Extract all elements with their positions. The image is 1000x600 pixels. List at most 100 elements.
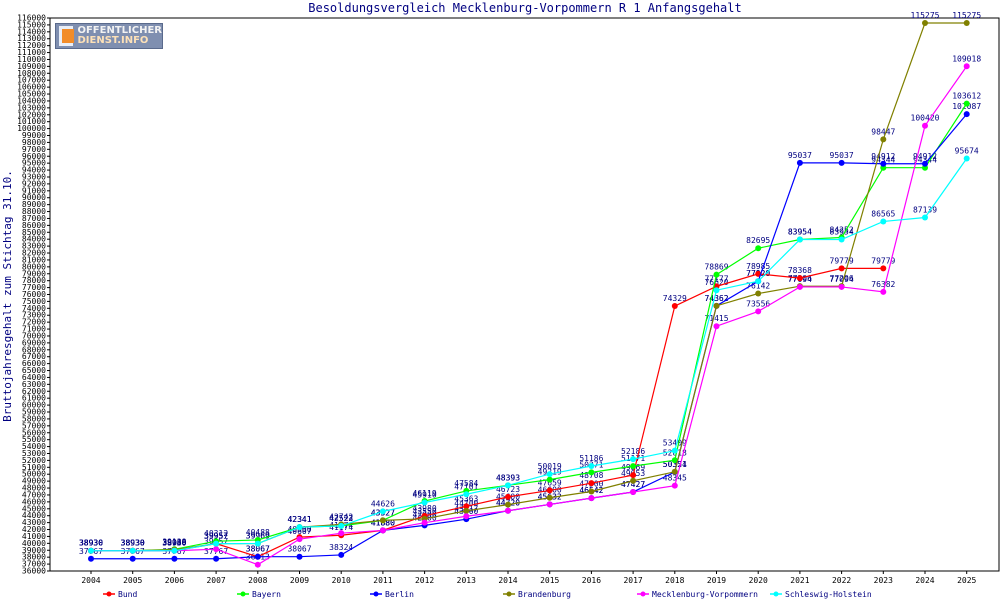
data-point (713, 271, 720, 278)
data-point (379, 508, 386, 515)
y-tick-label: 49000 (22, 477, 46, 486)
data-label: 43980 (413, 504, 437, 513)
data-label: 71415 (704, 314, 728, 323)
legend: Bund Bayern Berlin Brandenburg Mecklenburg-V… (103, 590, 872, 599)
x-tick-label: 2016 (582, 576, 601, 585)
data-point (963, 63, 970, 70)
data-label: 83954 (830, 228, 854, 237)
data-label: 38930 (121, 539, 145, 548)
data-point (880, 265, 887, 272)
y-tick-label: 85000 (22, 228, 46, 237)
y-tick-label: 89000 (22, 200, 46, 209)
data-point (546, 487, 553, 494)
legend-swatch-point (106, 591, 112, 597)
data-point (254, 561, 261, 568)
data-point (671, 457, 678, 464)
y-tick-label: 78000 (22, 276, 46, 285)
data-label: 38930 (121, 539, 145, 548)
data-label: 102087 (952, 102, 981, 111)
data-label: 98447 (871, 127, 895, 136)
data-point (755, 245, 762, 252)
legend-label: Brandenburg (518, 590, 571, 599)
data-point (421, 499, 428, 506)
data-label: 39969 (246, 532, 270, 541)
data-point (463, 503, 470, 510)
y-tick-label: 40000 (22, 539, 46, 548)
data-label: 50324 (663, 460, 687, 469)
y-tick-label: 101000 (17, 117, 46, 126)
data-label: 38930 (121, 539, 145, 548)
data-point (463, 507, 470, 514)
y-tick-label: 80000 (22, 262, 46, 271)
x-tick-label: 2012 (415, 576, 434, 585)
data-label: 38067 (287, 545, 311, 554)
data-label: 44626 (371, 499, 395, 508)
y-tick-label: 36000 (22, 567, 46, 576)
data-point (880, 136, 887, 143)
y-tick-label: 87000 (22, 214, 46, 223)
data-label: 38067 (246, 545, 270, 554)
data-point (755, 278, 762, 285)
y-tick-label: 104000 (17, 96, 46, 105)
data-point (546, 476, 553, 483)
data-label: 47427 (621, 480, 645, 489)
legend-swatch-point (640, 591, 646, 597)
y-tick-label: 111000 (17, 48, 46, 57)
data-point (505, 493, 511, 500)
data-point (671, 482, 678, 489)
y-tick-label: 53000 (22, 449, 46, 458)
logo-mark-icon (59, 26, 75, 46)
data-point (213, 540, 220, 547)
y-tick-label: 68000 (22, 345, 46, 354)
y-tick-label: 110000 (17, 55, 46, 64)
data-label: 42341 (287, 515, 311, 524)
y-tick-label: 64000 (22, 373, 46, 382)
data-point (922, 122, 928, 129)
y-tick-label: 115000 (17, 20, 46, 29)
y-tick-label: 107000 (17, 76, 46, 85)
y-tick-label: 56000 (22, 428, 46, 437)
y-tick-label: 46000 (22, 497, 46, 506)
y-tick-label: 38000 (22, 553, 46, 562)
data-point (296, 553, 303, 560)
y-tick-label: 55000 (22, 435, 46, 444)
data-label: 109018 (952, 54, 981, 63)
data-label: 38940 (162, 539, 186, 548)
data-label: 42341 (287, 515, 311, 524)
data-point (213, 555, 220, 562)
data-point (88, 555, 94, 562)
data-label: 42341 (287, 515, 311, 524)
data-label: 42742 (329, 512, 353, 521)
data-label: 103612 (952, 92, 981, 101)
data-point (880, 288, 887, 295)
x-axis-ticks: 2004 2005 2006 2007 2008 2009 2010 2011 2012 2013… (81, 571, 977, 585)
y-tick-label: 42000 (22, 525, 46, 534)
data-label: 76620 (704, 278, 728, 287)
y-tick-label: 52000 (22, 456, 46, 465)
data-label: 50019 (538, 462, 562, 471)
y-tick-label: 79000 (22, 269, 46, 278)
data-point (213, 546, 220, 553)
data-label: 38930 (162, 539, 186, 548)
data-point (546, 471, 553, 478)
series-schleswig-holstein (88, 155, 970, 554)
data-point (671, 303, 678, 310)
data-point (588, 480, 595, 487)
y-tick-label: 44000 (22, 511, 46, 520)
data-label: 40488 (246, 528, 270, 537)
y-tick-label: 77000 (22, 283, 46, 292)
data-point (505, 482, 511, 489)
data-point (713, 302, 720, 309)
data-label: 39957 (204, 532, 228, 541)
x-tick-label: 2010 (332, 576, 351, 585)
data-label: 38930 (79, 539, 103, 548)
data-point (922, 20, 928, 27)
data-label: 77177 (704, 274, 728, 283)
y-tick-label: 43000 (22, 518, 46, 527)
x-tick-label: 2021 (790, 576, 809, 585)
data-point (880, 160, 887, 167)
x-tick-label: 2022 (832, 576, 851, 585)
data-point (838, 159, 845, 166)
data-point (796, 275, 803, 282)
y-tick-label: 39000 (22, 546, 46, 555)
